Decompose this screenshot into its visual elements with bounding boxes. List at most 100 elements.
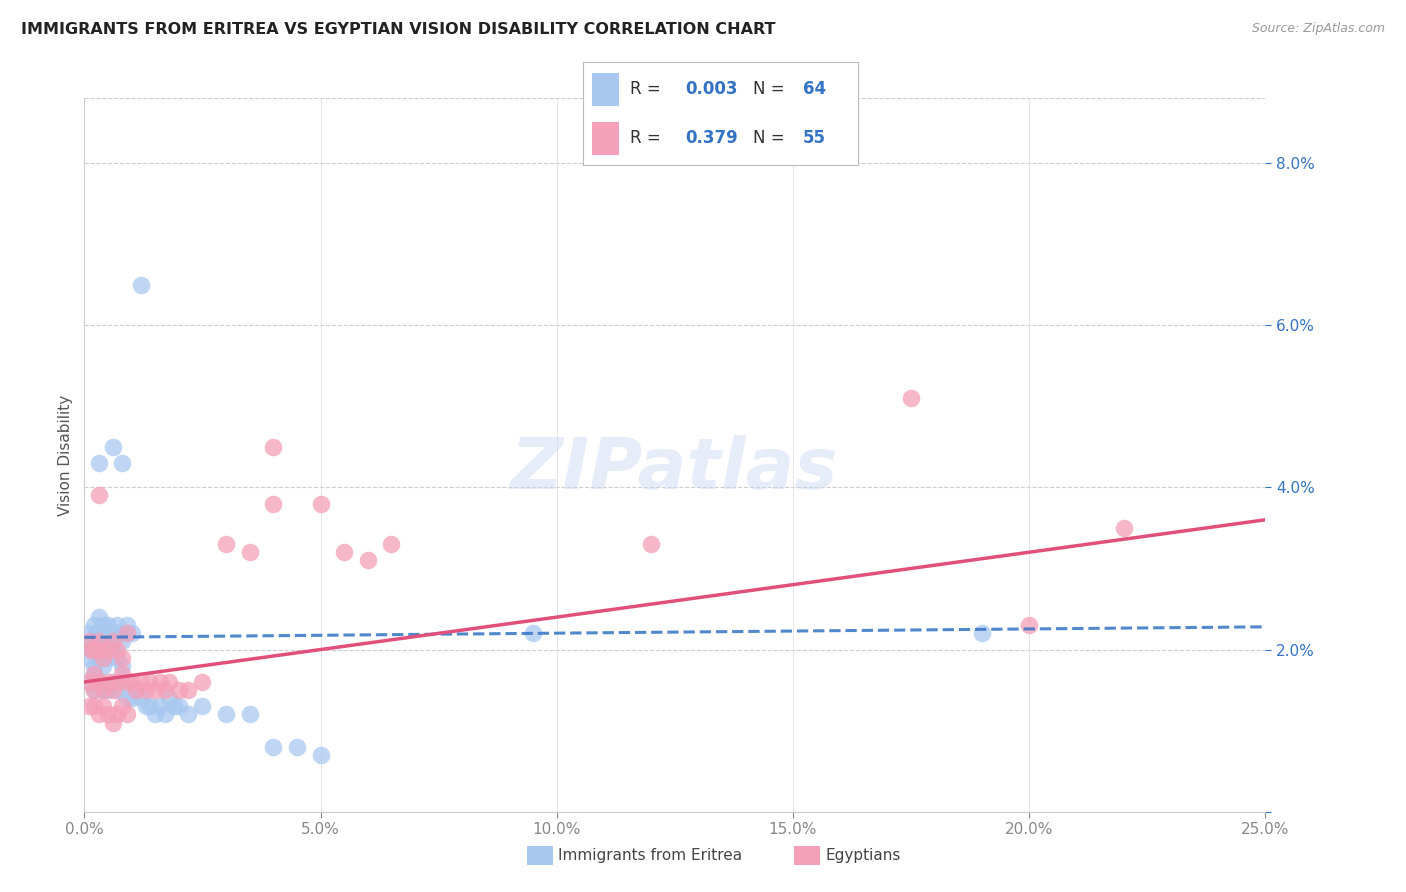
Point <box>77 650 100 665</box>
Point <box>101 683 124 698</box>
Point <box>77 675 100 690</box>
Point <box>83 666 105 681</box>
Point <box>91 618 114 632</box>
Point <box>107 707 129 722</box>
Point <box>380 537 402 551</box>
Point <box>333 545 356 559</box>
Point <box>87 610 110 624</box>
Text: Egyptians: Egyptians <box>825 848 901 863</box>
Point <box>107 618 129 632</box>
Text: 64: 64 <box>803 80 825 98</box>
Point <box>522 626 544 640</box>
Point <box>115 691 138 706</box>
Point <box>139 699 162 714</box>
Point <box>87 626 110 640</box>
Bar <box>592 73 619 105</box>
Text: N =: N = <box>754 80 790 98</box>
Point <box>101 440 124 454</box>
Point <box>77 699 100 714</box>
Point <box>111 658 134 673</box>
Text: 0.003: 0.003 <box>685 80 737 98</box>
Point <box>121 691 143 706</box>
Point <box>135 699 157 714</box>
Point <box>91 650 114 665</box>
Point <box>101 715 124 730</box>
Point <box>83 618 105 632</box>
Point <box>107 642 129 657</box>
Point <box>970 626 993 640</box>
Point <box>215 707 238 722</box>
Text: R =: R = <box>630 80 666 98</box>
Point <box>139 675 162 690</box>
Point <box>129 675 152 690</box>
Point <box>83 666 105 681</box>
Y-axis label: Vision Disability: Vision Disability <box>58 394 73 516</box>
Point <box>239 545 262 559</box>
Point <box>97 650 120 665</box>
Text: Source: ZipAtlas.com: Source: ZipAtlas.com <box>1251 22 1385 36</box>
Point <box>115 618 138 632</box>
Point <box>115 675 138 690</box>
Point <box>309 747 332 762</box>
Point <box>107 626 129 640</box>
Point <box>87 642 110 657</box>
Point <box>1112 521 1135 535</box>
Point <box>87 488 110 502</box>
Point <box>262 497 284 511</box>
Point <box>107 650 129 665</box>
Point <box>239 707 262 722</box>
Point <box>101 626 124 640</box>
Point <box>97 642 120 657</box>
Point <box>111 650 134 665</box>
Point <box>77 634 100 648</box>
Point <box>262 739 284 754</box>
Point <box>84 626 107 640</box>
Point <box>121 675 143 690</box>
Point <box>87 650 110 665</box>
Point <box>121 626 143 640</box>
Point <box>149 699 172 714</box>
Point <box>1018 618 1040 632</box>
Text: ZIPatlas: ZIPatlas <box>512 434 838 504</box>
Point <box>900 391 922 405</box>
Bar <box>592 122 619 155</box>
Point <box>91 634 114 648</box>
Point <box>191 675 214 690</box>
Point <box>107 683 129 698</box>
Point <box>91 658 114 673</box>
Point <box>101 634 124 648</box>
Point <box>177 707 200 722</box>
Text: Immigrants from Eritrea: Immigrants from Eritrea <box>558 848 742 863</box>
Point <box>83 683 105 698</box>
Point <box>215 537 238 551</box>
Text: IMMIGRANTS FROM ERITREA VS EGYPTIAN VISION DISABILITY CORRELATION CHART: IMMIGRANTS FROM ERITREA VS EGYPTIAN VISI… <box>21 22 776 37</box>
Point <box>111 626 134 640</box>
Point <box>125 683 148 698</box>
Point <box>83 642 105 657</box>
Point <box>87 642 110 657</box>
Point <box>357 553 380 567</box>
Point <box>97 707 120 722</box>
Point <box>111 456 134 470</box>
Point <box>129 277 152 292</box>
Point <box>83 683 105 698</box>
Point <box>91 683 114 698</box>
Point <box>191 699 214 714</box>
Point <box>83 658 105 673</box>
Point <box>262 440 284 454</box>
Point <box>177 683 200 698</box>
Point <box>135 683 157 698</box>
Text: N =: N = <box>754 129 790 147</box>
Point <box>115 626 138 640</box>
Point <box>149 675 172 690</box>
Point <box>107 675 129 690</box>
Point <box>87 675 110 690</box>
Point <box>167 683 190 698</box>
Point <box>125 683 148 698</box>
Point <box>163 699 186 714</box>
Point <box>153 707 176 722</box>
Point <box>101 675 124 690</box>
Point <box>80 642 103 657</box>
Text: 55: 55 <box>803 129 825 147</box>
Point <box>285 739 308 754</box>
